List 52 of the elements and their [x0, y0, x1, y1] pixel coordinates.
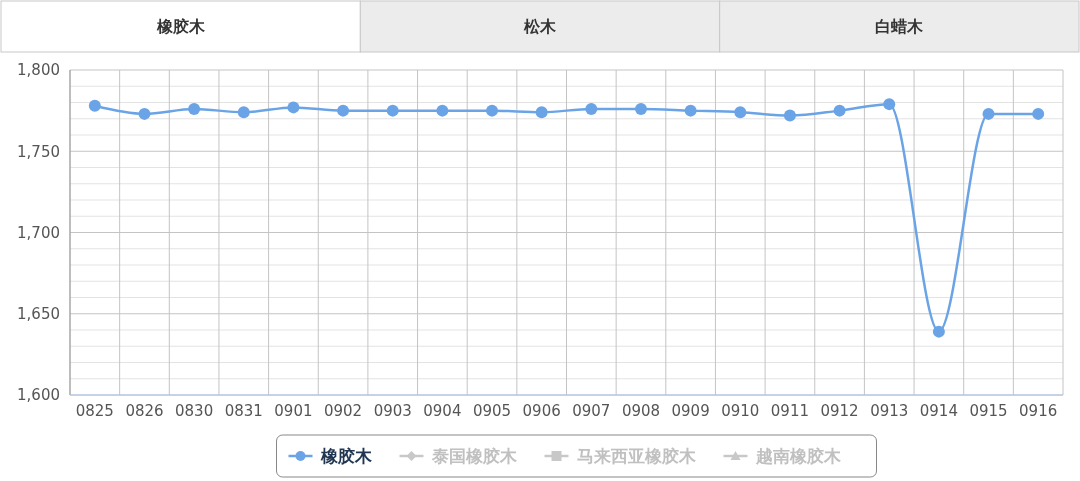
point — [783, 109, 796, 122]
text: 橡胶木 — [155, 17, 206, 36]
x-tick-label: 0826 — [125, 402, 164, 420]
point — [386, 104, 399, 117]
x-tick-label: 0913 — [870, 402, 909, 420]
point — [88, 99, 101, 112]
legend-label: 越南橡胶木 — [754, 445, 842, 466]
x-tick-label: 0909 — [671, 402, 710, 420]
point — [486, 104, 499, 117]
point — [237, 106, 250, 119]
y-tick-label: 1,700 — [17, 223, 60, 242]
point — [634, 103, 647, 115]
text: 白蜡木 — [875, 17, 925, 36]
point — [287, 101, 300, 114]
legend-label: 橡胶木 — [319, 445, 373, 466]
x-tick-label: 0910 — [721, 402, 760, 420]
point — [684, 104, 697, 117]
point — [188, 103, 201, 115]
point — [535, 106, 548, 119]
y-tick-label: 1,600 — [17, 386, 60, 405]
x-tick-label: 0902 — [323, 402, 363, 420]
point — [833, 104, 846, 117]
x-tick-label: 0904 — [423, 402, 462, 420]
x-tick-label: 0825 — [75, 402, 114, 420]
point — [436, 104, 449, 117]
legend-label: 马来西亚橡胶木 — [576, 445, 697, 466]
x-tick-label: 0903 — [373, 402, 412, 420]
x-tick-label: 0911 — [770, 402, 810, 420]
point — [932, 325, 945, 338]
x-tick-label: 0916 — [1019, 402, 1058, 420]
point — [585, 103, 598, 115]
x-tick-label: 0914 — [919, 402, 958, 420]
point — [1032, 107, 1045, 120]
text: 松木 — [523, 17, 557, 36]
x-tick-label: 0915 — [969, 402, 1008, 420]
y-tick-label: 1,750 — [17, 142, 60, 161]
point — [734, 106, 747, 119]
x-tick-label: 0901 — [274, 402, 313, 420]
x-tick-label: 0905 — [472, 402, 512, 420]
point — [337, 104, 350, 117]
y-tick-label: 1,800 — [17, 61, 60, 80]
y-tick-label: 1,650 — [17, 305, 60, 323]
x-tick-label: 0907 — [572, 402, 611, 420]
legend-label: 泰国橡胶木 — [430, 445, 518, 466]
x-tick-label: 0830 — [175, 402, 214, 420]
point — [883, 98, 896, 111]
x-tick-label: 0831 — [224, 402, 263, 420]
point — [982, 107, 995, 120]
x-tick-label: 0906 — [522, 402, 561, 420]
x-tick-label: 0912 — [820, 402, 859, 420]
point — [138, 107, 151, 120]
x-tick-label: 0908 — [621, 402, 661, 420]
